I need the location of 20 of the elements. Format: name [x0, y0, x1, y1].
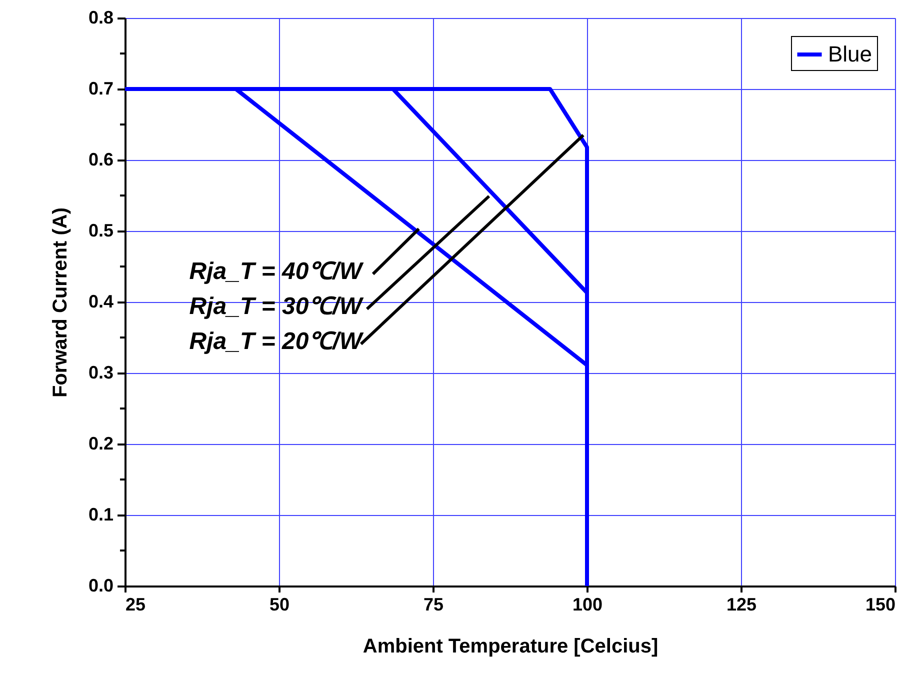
y-tick-label: 0.2 — [88, 434, 114, 454]
annotation: Rja_T = 40℃/W — [189, 258, 364, 285]
x-tick-label: 150 — [865, 594, 896, 614]
annotation: Rja_T = 20℃/W — [189, 328, 364, 355]
x-tick-label: 100 — [572, 594, 603, 614]
x-tick-label: 125 — [726, 594, 757, 614]
y-tick-label: 0.4 — [88, 292, 114, 312]
x-axis-title: Ambient Temperature [Celcius] — [362, 636, 658, 658]
y-axis-title: Forward Current (A) — [49, 208, 72, 398]
y-tick-label: 0.1 — [88, 504, 114, 524]
y-tick-label: 0.6 — [88, 150, 114, 170]
x-tick-label: 25 — [126, 594, 146, 614]
y-tick-label: 0.3 — [88, 362, 114, 382]
legend-label: Blue — [828, 42, 872, 66]
y-tick-label: 0.8 — [88, 8, 114, 28]
y-tick-label: 0.5 — [88, 220, 114, 240]
y-tick-label: 0.0 — [88, 576, 114, 596]
y-tick-label: 0.7 — [88, 78, 114, 98]
x-tick-label: 50 — [269, 594, 290, 614]
x-tick-label: 75 — [423, 594, 444, 614]
